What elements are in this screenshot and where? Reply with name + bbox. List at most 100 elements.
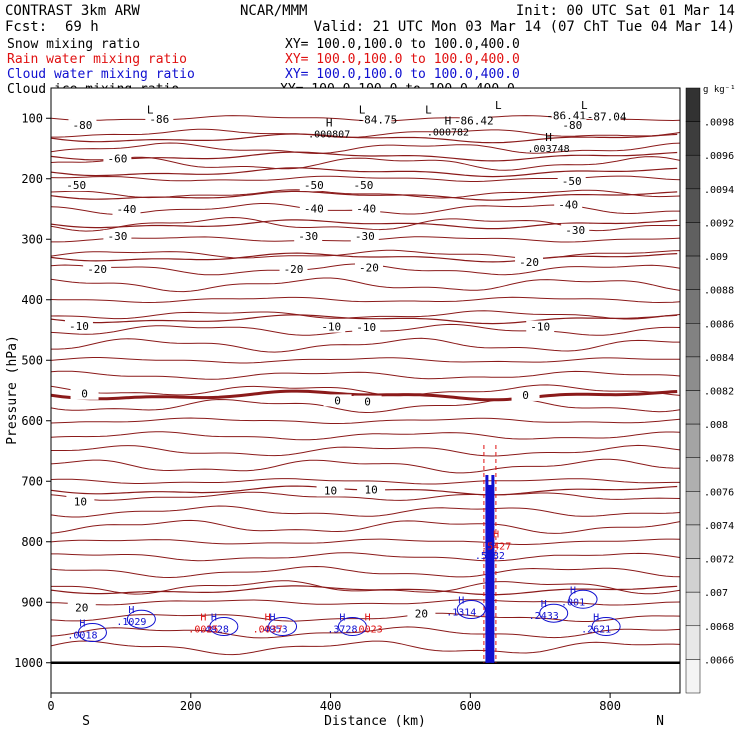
isotherm-line — [51, 296, 680, 304]
contour-label-bg — [279, 263, 308, 276]
contour-label: -10 — [69, 320, 89, 333]
high-marker: H — [545, 131, 552, 144]
cloud-water-contour — [77, 623, 107, 643]
cloud-water-contour — [268, 617, 298, 636]
legend-snow-label: Snow mixing ratio — [7, 37, 140, 52]
temperature-contour — [51, 133, 678, 144]
plot-layer: -86-80 -84.75 -86.42 -86.41 -87.04-80-60-50-… — [51, 99, 680, 664]
series-max-marker: H — [79, 619, 85, 630]
x-tick-label: 800 — [599, 699, 621, 713]
contour-label-bg — [511, 388, 540, 401]
cloud-water-contour — [126, 609, 156, 629]
contour-label-bg — [299, 179, 328, 192]
high-marker: H — [445, 114, 452, 127]
legend-cloudwater-label: Cloud water mixing ratio — [7, 67, 195, 82]
colorbar-label: .0074 — [704, 521, 734, 532]
contour-label: -10 — [321, 321, 341, 334]
legend-rain-label: Rain water mixing ratio — [7, 52, 187, 67]
isotherm-line — [51, 640, 680, 656]
colorbar-label: .0076 — [704, 487, 734, 498]
contour-label-bg — [352, 202, 381, 215]
isotherm-line — [51, 444, 680, 457]
colorbar-label: .0088 — [704, 286, 734, 297]
contour-label: 0 — [522, 389, 529, 402]
column-value: .5182 — [475, 551, 505, 562]
x-end-label-north: N — [656, 714, 664, 729]
series-max-marker: H — [593, 613, 599, 624]
contour-label-bg — [554, 198, 583, 211]
series-max-marker: H — [570, 585, 576, 596]
series-max-value: .0018 — [67, 631, 97, 642]
legend-snow-xy: XY= 100.0,100.0 to 100.0,400.0 — [285, 37, 520, 52]
colorbar-label: .0082 — [704, 387, 734, 398]
contour-label: -50 — [353, 179, 373, 192]
temperature-contour — [51, 252, 678, 263]
contour-label: -40 — [558, 198, 578, 211]
contour-label: 20 — [415, 607, 428, 620]
contour-label: -30 — [107, 230, 127, 243]
series-max-value: .5427 — [481, 542, 511, 553]
isotherm-line — [51, 552, 680, 562]
series-max-value: .0025 — [188, 625, 218, 636]
colorbar-label: .0084 — [704, 353, 734, 364]
colorbar-swatch — [685, 558, 701, 593]
temperature-contour — [51, 167, 678, 178]
temperature-contour — [51, 219, 678, 230]
contour-label-bg — [352, 321, 381, 334]
cloud-column-core — [485, 484, 494, 663]
contour-label: 10 — [364, 483, 377, 496]
low-marker: L — [147, 103, 154, 116]
colorbar-swatch — [685, 457, 701, 492]
cloud-water-contour — [209, 617, 239, 636]
isotherm-line — [51, 519, 680, 534]
contour-label: -30 — [355, 230, 375, 243]
contour-label-bg — [558, 119, 587, 132]
extrema-value: .003748 — [528, 144, 570, 155]
colorbar-swatch — [685, 289, 701, 324]
isotherm-line — [51, 417, 680, 424]
contour-label: 10 — [74, 495, 87, 508]
contour-label: -20 — [284, 263, 304, 276]
y-tick-label: 600 — [21, 414, 43, 428]
y-tick-label: 300 — [21, 232, 43, 246]
series-max-marker: H — [270, 613, 276, 624]
contour-label-bg — [561, 223, 590, 236]
contour-label: -30 — [298, 230, 318, 243]
colorbar-swatch — [685, 625, 701, 660]
contour-label: -30 — [565, 224, 585, 237]
colorbar-swatch — [685, 390, 701, 425]
colorbar-swatch — [685, 591, 701, 627]
contour-label: -40 — [356, 203, 376, 216]
cloud-water-contour — [337, 617, 367, 636]
isotherm-line — [51, 565, 680, 579]
cloud-water-contour — [591, 617, 621, 636]
isotherm-line — [51, 156, 680, 171]
contour-label-bg — [323, 394, 352, 407]
isotherm-line — [51, 580, 680, 595]
legend-rain-xy: XY= 100.0,100.0 to 100.0,400.0 — [285, 52, 520, 67]
colorbar-label: .007 — [704, 588, 728, 599]
forecast-label: Fcst: — [5, 19, 47, 35]
y-tick-label: 800 — [21, 535, 43, 549]
series-max-value: .4953 — [257, 625, 287, 636]
legend-cloudwater-xy: XY= 100.0,100.0 to 100.0,400.0 — [285, 67, 520, 82]
series-max-value: .1314 — [446, 608, 476, 619]
contour-label-bg — [317, 320, 346, 333]
colorbar-label: .0078 — [704, 454, 734, 465]
contour-label-bg — [62, 179, 91, 192]
colorbar-label: .0072 — [704, 555, 734, 566]
y-axis-title: Pressure (hPa) — [5, 335, 20, 445]
org-label: NCAR/MMM — [240, 3, 307, 19]
series-max-value: .001 — [561, 597, 585, 608]
contour-label: -80 — [73, 119, 93, 132]
extrema-value: .000782 — [427, 127, 469, 138]
y-tick-label: 900 — [21, 595, 43, 609]
y-tick-label: 500 — [21, 353, 43, 367]
init-time: Init: 00 UTC Sat 01 Mar 14 — [516, 3, 735, 19]
isotherm-line — [51, 612, 680, 622]
temperature-contour — [51, 389, 678, 402]
contour-label-bg — [557, 174, 586, 187]
colorbar-label: .008 — [704, 420, 728, 431]
contour-label-bg — [357, 483, 386, 496]
